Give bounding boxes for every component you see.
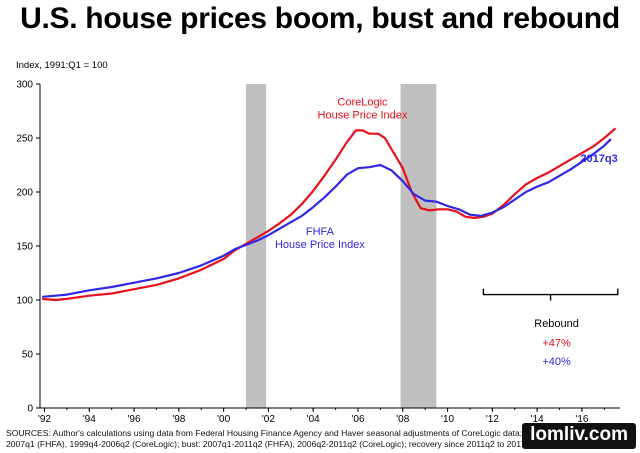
- x-tick-label: '92: [38, 414, 51, 425]
- series-line-fhfa: [42, 138, 612, 298]
- rebound-fhfa-pct: +40%: [542, 356, 571, 368]
- sources-note: SOURCES: Author's calculations using dat…: [6, 428, 584, 449]
- x-tick-label: '04: [307, 414, 320, 425]
- corelogic-label: CoreLogic: [337, 97, 388, 109]
- series-line-corelogic: [42, 127, 617, 302]
- x-tick-label: '06: [351, 414, 364, 425]
- x-tick-label: '96: [128, 414, 141, 425]
- y-tick-label: 300: [16, 80, 33, 91]
- y-tick-label: 50: [22, 350, 34, 361]
- x-tick-label: '14: [531, 414, 544, 425]
- end-label: 2017q3: [580, 153, 617, 165]
- x-tick-label: '08: [396, 414, 409, 425]
- recession-band-2: [400, 84, 437, 408]
- x-tick-label: '94: [83, 414, 96, 425]
- x-tick-label: '98: [172, 414, 185, 425]
- x-tick-label: '00: [217, 414, 230, 425]
- fhfa-label: FHFA: [306, 226, 335, 238]
- x-tick-label: '10: [441, 414, 454, 425]
- rebound-label: Rebound: [534, 318, 579, 330]
- y-tick-label: 250: [16, 134, 33, 145]
- y-tick-label: 0: [27, 404, 33, 415]
- corelogic-label-line2: House Price Index: [318, 110, 408, 122]
- y-tick-label: 150: [16, 242, 33, 253]
- x-tick-label: '12: [486, 414, 499, 425]
- y-tick-label: 100: [16, 296, 33, 307]
- watermark: lomliv.com: [522, 423, 636, 449]
- recession-band-1: [246, 84, 267, 408]
- chart-title: U.S. house prices boom, bust and rebound: [20, 2, 620, 35]
- y-axis-label: Index, 1991:Q1 = 100: [16, 60, 108, 71]
- y-tick-label: 200: [16, 188, 33, 199]
- x-tick-label: '16: [575, 414, 588, 425]
- rebound-bracket: [482, 288, 619, 301]
- x-tick-label: '02: [262, 414, 275, 425]
- rebound-corelogic-pct: +47%: [542, 337, 571, 349]
- fhfa-label-line2: House Price Index: [275, 239, 365, 251]
